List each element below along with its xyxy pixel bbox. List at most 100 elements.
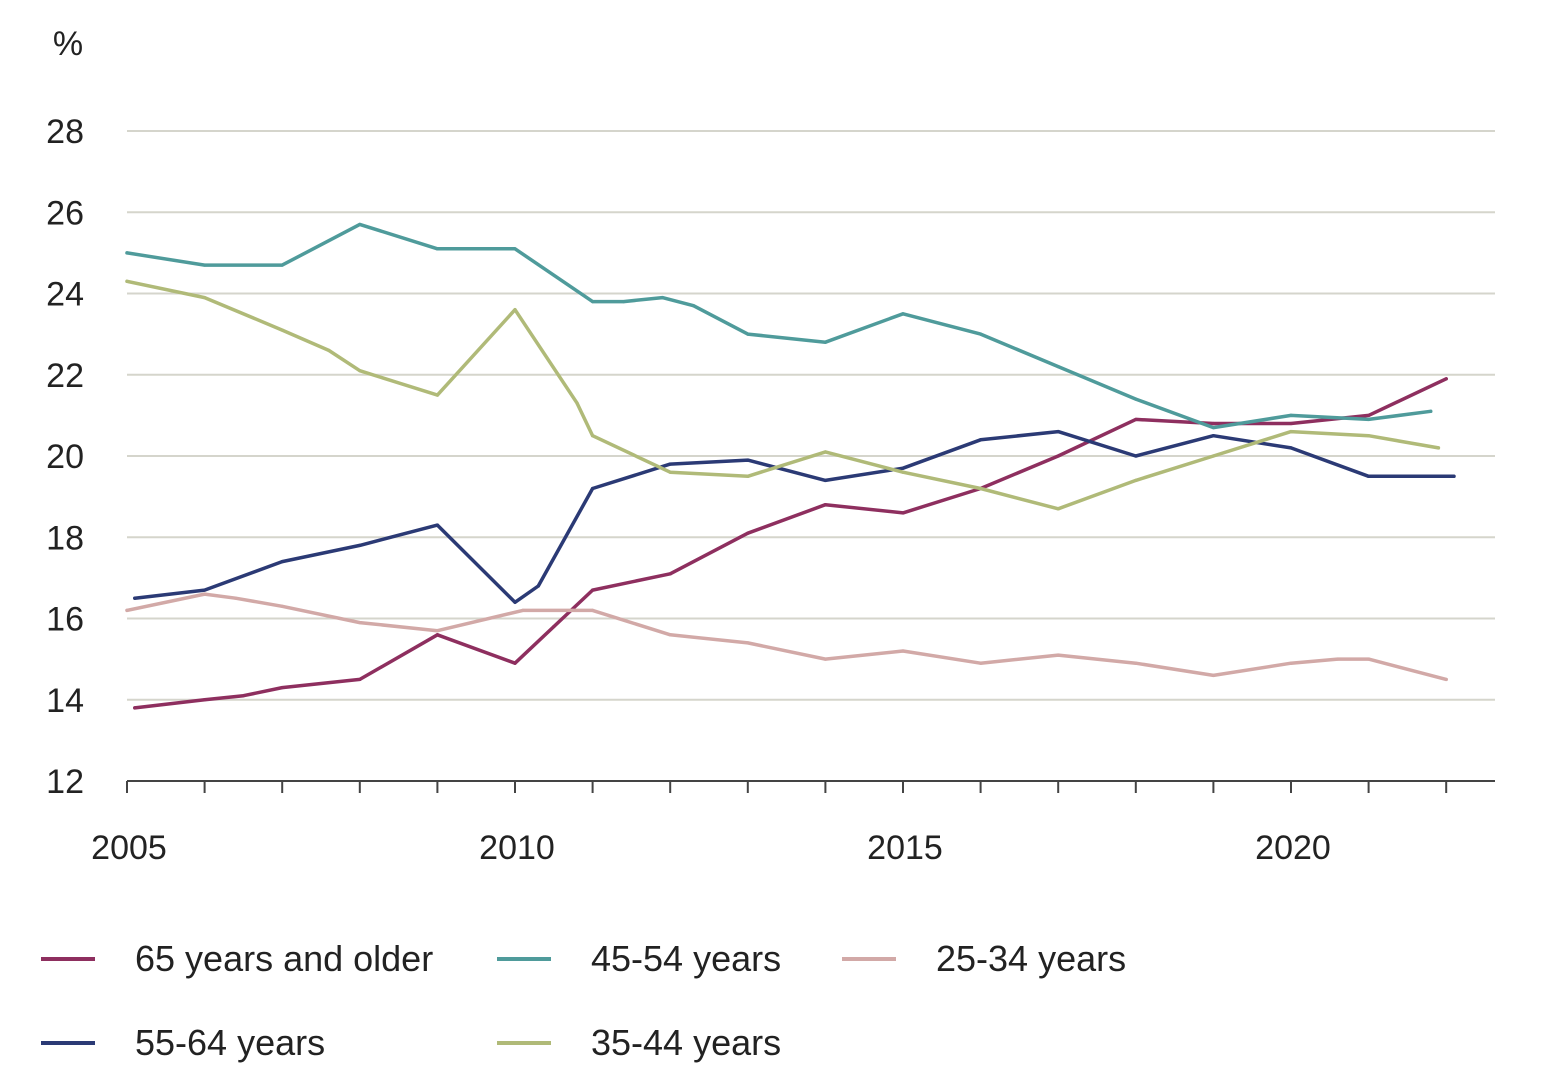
data-point [979,661,983,665]
data-point [435,629,439,633]
data-point [901,649,905,653]
series-lines [125,222,1456,710]
data-point [1289,413,1293,417]
data-point [280,263,284,267]
data-point [1134,661,1138,665]
data-point [823,340,828,344]
series-25-34-years [125,592,1448,682]
series-line [133,377,1448,710]
data-point [1211,454,1215,458]
data-point [125,608,129,612]
data-point [435,247,439,251]
data-point [979,332,983,336]
data-point [979,438,983,442]
data-point [1289,430,1293,434]
data-point [133,596,137,600]
data-point [1367,434,1371,438]
data-point [1211,434,1215,438]
series-45-54-years [125,222,1433,430]
series-65-years-and-older [133,377,1448,710]
data-point [591,608,595,612]
data-point [203,592,207,596]
data-point [1056,365,1060,369]
data-point [979,486,983,491]
y-tick-label-22: 22 [46,357,84,395]
legend-label: 35-44 years [591,1022,781,1063]
data-point [1211,421,1215,426]
y-axis-unit-label: % [53,25,83,63]
data-point [746,531,750,535]
data-point [513,247,517,251]
data-point [125,251,129,255]
data-point [1211,673,1215,677]
data-point [435,393,439,397]
data-point [1134,454,1138,458]
data-point [823,503,828,507]
data-point [513,600,517,604]
data-point [823,478,828,482]
legend-item: 55-64 years [41,1022,325,1063]
data-point [358,369,362,373]
data-point [901,312,905,316]
legend-item: 45-54 years [497,938,781,979]
y-tick-label-14: 14 [46,682,84,720]
data-point [1436,446,1441,450]
data-point [746,332,750,336]
series-line [125,222,1433,430]
x-tick-label-2020: 2020 [1255,829,1331,867]
data-point [203,295,207,300]
data-point [1367,474,1371,478]
data-point [280,604,284,608]
data-point [1211,425,1215,430]
data-point [521,608,525,612]
data-point [1289,661,1293,665]
data-point [591,300,595,304]
data-point [435,633,439,637]
x-tick-label-2005: 2005 [91,829,167,867]
y-tick-label-16: 16 [46,601,84,639]
legend-item: 35-44 years [497,1022,781,1063]
data-point [668,470,672,474]
legend-label: 55-64 years [135,1022,325,1063]
series-line [125,592,1448,682]
y-tick-label-28: 28 [46,113,84,151]
data-point [823,657,828,661]
y-tick-label-26: 26 [46,194,84,232]
data-point [203,263,207,267]
data-point [280,328,284,332]
legend-label: 25-34 years [936,938,1126,979]
legend-label: 45-54 years [591,938,781,979]
x-tick-label-2010: 2010 [479,829,555,867]
data-point [234,596,238,600]
data-point [660,295,665,300]
data-point [901,511,905,515]
data-point [1452,474,1456,478]
data-point [327,348,331,352]
y-tick-label-24: 24 [46,276,84,314]
data-point [622,300,626,304]
data-point [668,633,672,637]
data-point [691,304,696,308]
y-tick-label-18: 18 [46,519,84,557]
data-point [536,584,540,588]
data-point [1134,478,1138,482]
y-axis-tick-labels: 12 14 16 18 20 22 24 26 28 [46,113,84,801]
data-point [1367,417,1371,422]
data-point [358,677,362,682]
data-point [1367,657,1371,661]
data-point [823,450,828,454]
data-point [1444,377,1448,381]
data-point [552,625,556,629]
data-point [668,572,672,576]
data-point [1289,446,1293,450]
data-point [1444,677,1448,682]
legend-label: 65 years and older [135,938,433,979]
data-point [513,308,517,312]
data-point [1134,417,1138,422]
gridlines [127,130,1495,701]
data-point [125,279,129,283]
data-point [241,694,245,698]
y-tick-label-20: 20 [46,438,84,476]
x-axis-tick-labels: 2005 2010 2015 2020 [91,829,1331,867]
data-point [591,486,595,491]
